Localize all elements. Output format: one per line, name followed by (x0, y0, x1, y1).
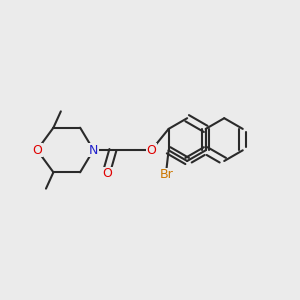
Text: N: N (89, 143, 98, 157)
Text: O: O (32, 143, 42, 157)
Text: O: O (102, 167, 112, 180)
Text: Br: Br (159, 169, 173, 182)
Text: O: O (146, 143, 156, 157)
